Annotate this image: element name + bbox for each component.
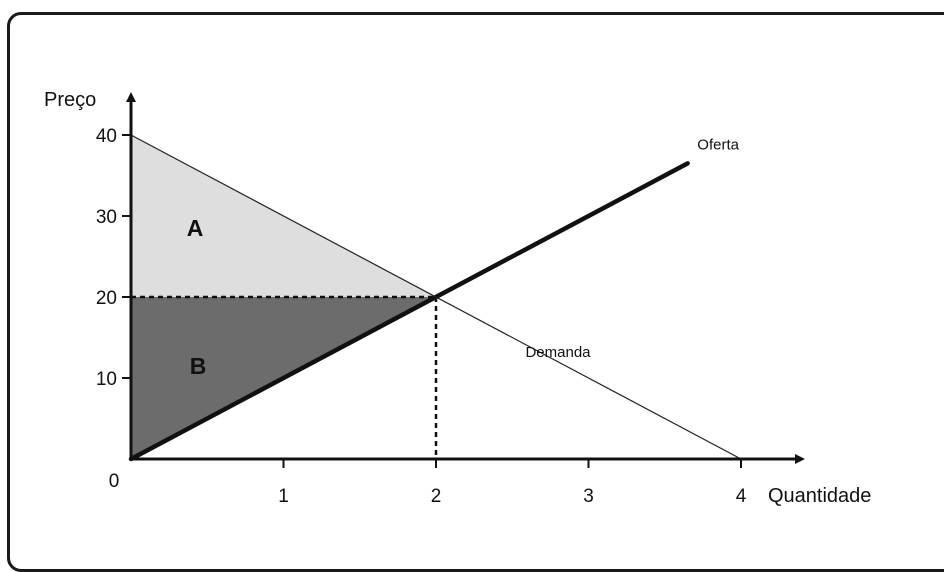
supply-demand-chart: A B Oferta Demanda 10 20 30 40 0 1 2 3 4 Preço Quantid… [44,89,871,507]
x-tick-label-4: 4 [736,486,747,507]
x-axis-title: Quantidade [768,485,871,507]
x-tick-label-0: 0 [109,471,120,492]
area-b-label: B [190,353,207,379]
demanda-label: Demanda [525,344,591,361]
y-axis-title: Preço [44,89,96,111]
x-tick-label-1: 1 [278,486,289,507]
y-tick-label-10: 10 [96,369,117,390]
x-tick-label-2: 2 [431,486,442,507]
x-tick-label-3: 3 [583,486,594,507]
oferta-label: Oferta [697,137,739,154]
area-a-label: A [187,215,204,241]
y-tick-label-20: 20 [96,288,117,309]
demanda-curve [130,134,742,460]
oferta-curve [128,161,690,462]
y-tick-label-40: 40 [96,126,117,147]
y-tick-label-30: 30 [96,207,117,228]
